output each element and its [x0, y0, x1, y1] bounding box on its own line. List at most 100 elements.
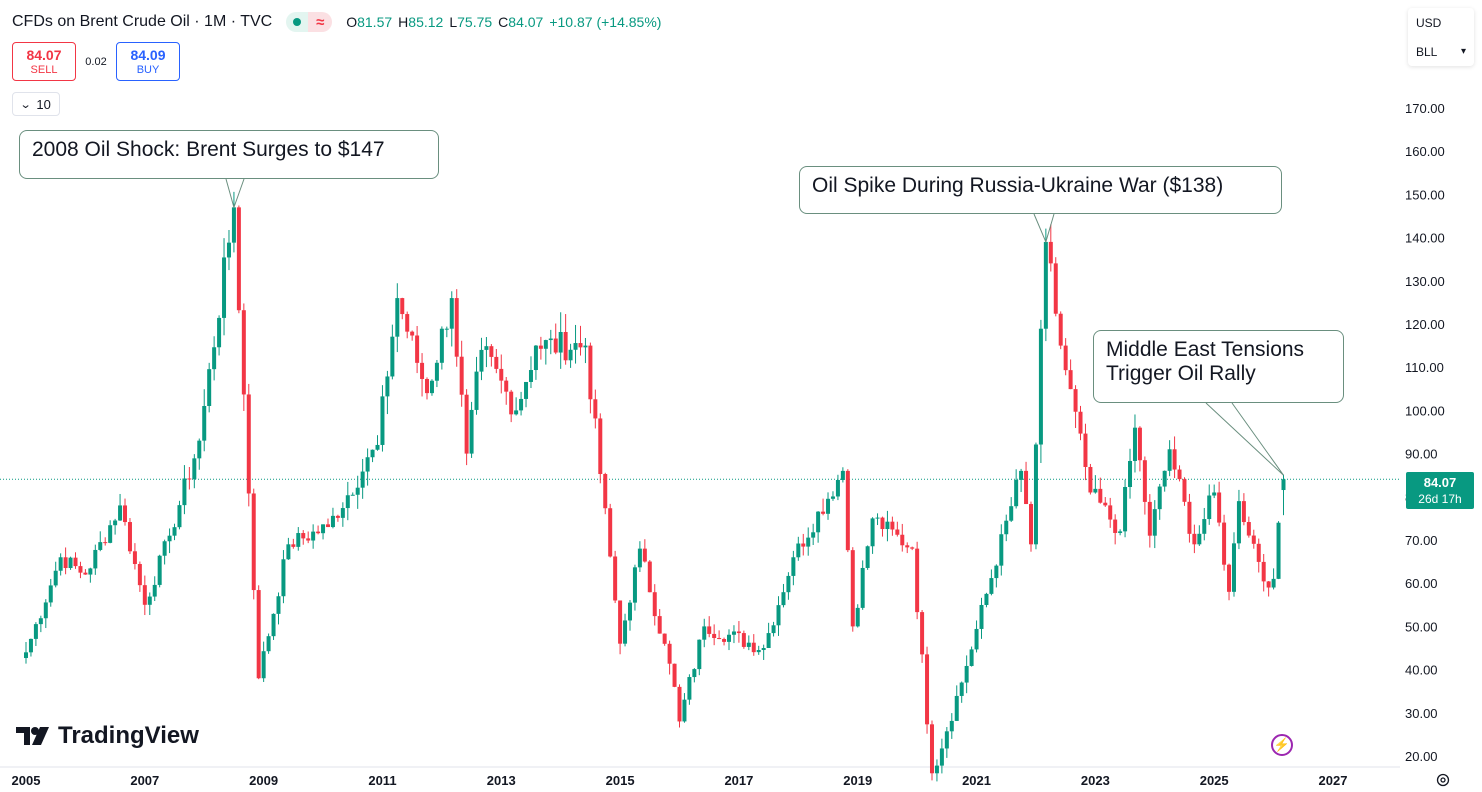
- x-axis[interactable]: 2005 2007 2009 2011 2013 2015 2017 2019 2021 2023…: [12, 773, 1348, 788]
- tradingview-logo[interactable]: TradingView: [14, 722, 199, 750]
- y-tick-label: 70.00: [1405, 533, 1438, 548]
- unit-select[interactable]: BLL ▾: [1408, 37, 1474, 66]
- candle: [925, 646, 930, 734]
- candle: [494, 348, 499, 374]
- candle: [256, 585, 261, 680]
- candle: [514, 397, 519, 416]
- candle-body: [949, 720, 954, 732]
- candle: [53, 561, 58, 588]
- indicators-collapse-button[interactable]: ⌄ 10: [12, 92, 60, 116]
- candle-body: [865, 546, 870, 568]
- candle: [964, 655, 969, 694]
- candle-body: [380, 396, 385, 445]
- candle: [222, 238, 227, 336]
- currency-select[interactable]: USD: [1408, 8, 1474, 37]
- candle-body: [890, 521, 895, 530]
- annotation-russia-ukraine[interactable]: Oil Spike During Russia-Ukraine War ($13…: [799, 166, 1282, 214]
- lightning-icon[interactable]: ⚡: [1271, 734, 1293, 756]
- candle: [1123, 479, 1128, 538]
- candle-body: [484, 346, 489, 350]
- candle: [613, 550, 618, 604]
- candle: [1147, 494, 1152, 548]
- candle: [791, 550, 796, 586]
- candle: [697, 639, 702, 676]
- candle-body: [197, 440, 202, 459]
- candle: [1192, 524, 1197, 554]
- candle: [1088, 463, 1093, 495]
- candle-body: [1167, 449, 1172, 471]
- candle: [405, 311, 410, 339]
- candle: [321, 524, 326, 540]
- candle: [38, 615, 43, 633]
- candle: [682, 693, 687, 723]
- change-value: +10.87 (+14.85%): [549, 14, 662, 30]
- candle-body: [444, 328, 449, 330]
- candle-body: [1009, 506, 1014, 521]
- candle-body: [256, 590, 261, 679]
- candle: [1167, 440, 1172, 477]
- candle-body: [187, 478, 192, 480]
- candle-body: [415, 335, 420, 363]
- candle: [712, 624, 717, 646]
- candle: [296, 527, 301, 551]
- candle-body: [727, 634, 732, 642]
- candle: [108, 520, 113, 544]
- candle: [786, 572, 791, 600]
- candle: [1058, 311, 1063, 350]
- candle: [390, 324, 395, 380]
- candle-body: [132, 551, 137, 565]
- candle: [692, 668, 697, 683]
- annotation-text: Middle East Tensions Trigger Oil Rally: [1106, 338, 1305, 385]
- annotation-2008-oil-shock[interactable]: 2008 Oil Shock: Brent Surges to $147: [19, 130, 439, 179]
- y-tick-label: 30.00: [1405, 706, 1438, 721]
- candle-body: [1231, 543, 1236, 592]
- candle: [83, 569, 88, 575]
- candle: [335, 514, 340, 522]
- candle: [751, 634, 756, 656]
- candle: [598, 413, 603, 484]
- x-tick-label: 2025: [1200, 773, 1229, 788]
- candle: [380, 385, 385, 452]
- candle-body: [944, 731, 949, 749]
- candle-body: [573, 343, 578, 350]
- candle: [1157, 483, 1162, 520]
- candle-body: [276, 596, 281, 614]
- candle: [920, 610, 925, 663]
- annotation-middle-east[interactable]: Middle East Tensions Trigger Oil Rally: [1093, 330, 1344, 403]
- candle: [246, 383, 251, 507]
- candle-body: [608, 508, 613, 557]
- candle: [553, 323, 558, 355]
- candle-body: [806, 537, 811, 547]
- last-price-tag: 84.07 26d 17h: [1406, 472, 1474, 509]
- sell-button[interactable]: 84.07 SELL: [12, 42, 76, 81]
- candle: [524, 381, 529, 408]
- candle-body: [231, 207, 236, 243]
- candle-body: [1083, 433, 1088, 467]
- gear-icon[interactable]: [1433, 770, 1453, 790]
- market-open-indicator: [286, 12, 309, 32]
- candle-body: [147, 596, 152, 605]
- candle: [870, 517, 875, 554]
- symbol-title[interactable]: CFDs on Brent Crude Oil · 1M · TVC: [12, 13, 273, 30]
- candle: [93, 544, 98, 575]
- candle-body: [405, 314, 410, 332]
- y-tick-label: 120.00: [1405, 317, 1445, 332]
- candle: [192, 454, 197, 489]
- candle-body: [1142, 460, 1147, 502]
- candle-body: [192, 458, 197, 480]
- market-status[interactable]: ≈: [286, 12, 333, 32]
- candle-body: [964, 665, 969, 683]
- open-value: 81.57: [357, 14, 393, 30]
- candle: [1266, 581, 1271, 597]
- buy-button[interactable]: 84.09 BUY: [116, 42, 180, 81]
- candle-body: [801, 543, 806, 547]
- y-axis[interactable]: 20.0030.0040.0050.0060.0070.0080.0090.00…: [1405, 101, 1445, 764]
- candle-body: [474, 371, 479, 410]
- candle-body: [78, 566, 83, 573]
- candle: [1231, 532, 1236, 597]
- candle-body: [350, 494, 355, 496]
- candle: [1103, 497, 1108, 507]
- trade-panel: 84.07 SELL 0.02 84.09 BUY: [12, 42, 180, 81]
- candle-body: [103, 542, 108, 544]
- candle: [731, 625, 736, 644]
